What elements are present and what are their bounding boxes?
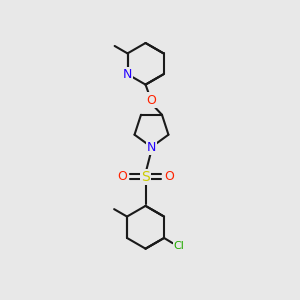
Text: Cl: Cl [174,241,185,251]
Text: N: N [147,140,156,154]
Text: O: O [117,170,127,183]
Text: O: O [164,170,174,183]
Text: N: N [123,68,132,81]
Text: S: S [141,170,150,184]
Text: O: O [146,94,156,106]
